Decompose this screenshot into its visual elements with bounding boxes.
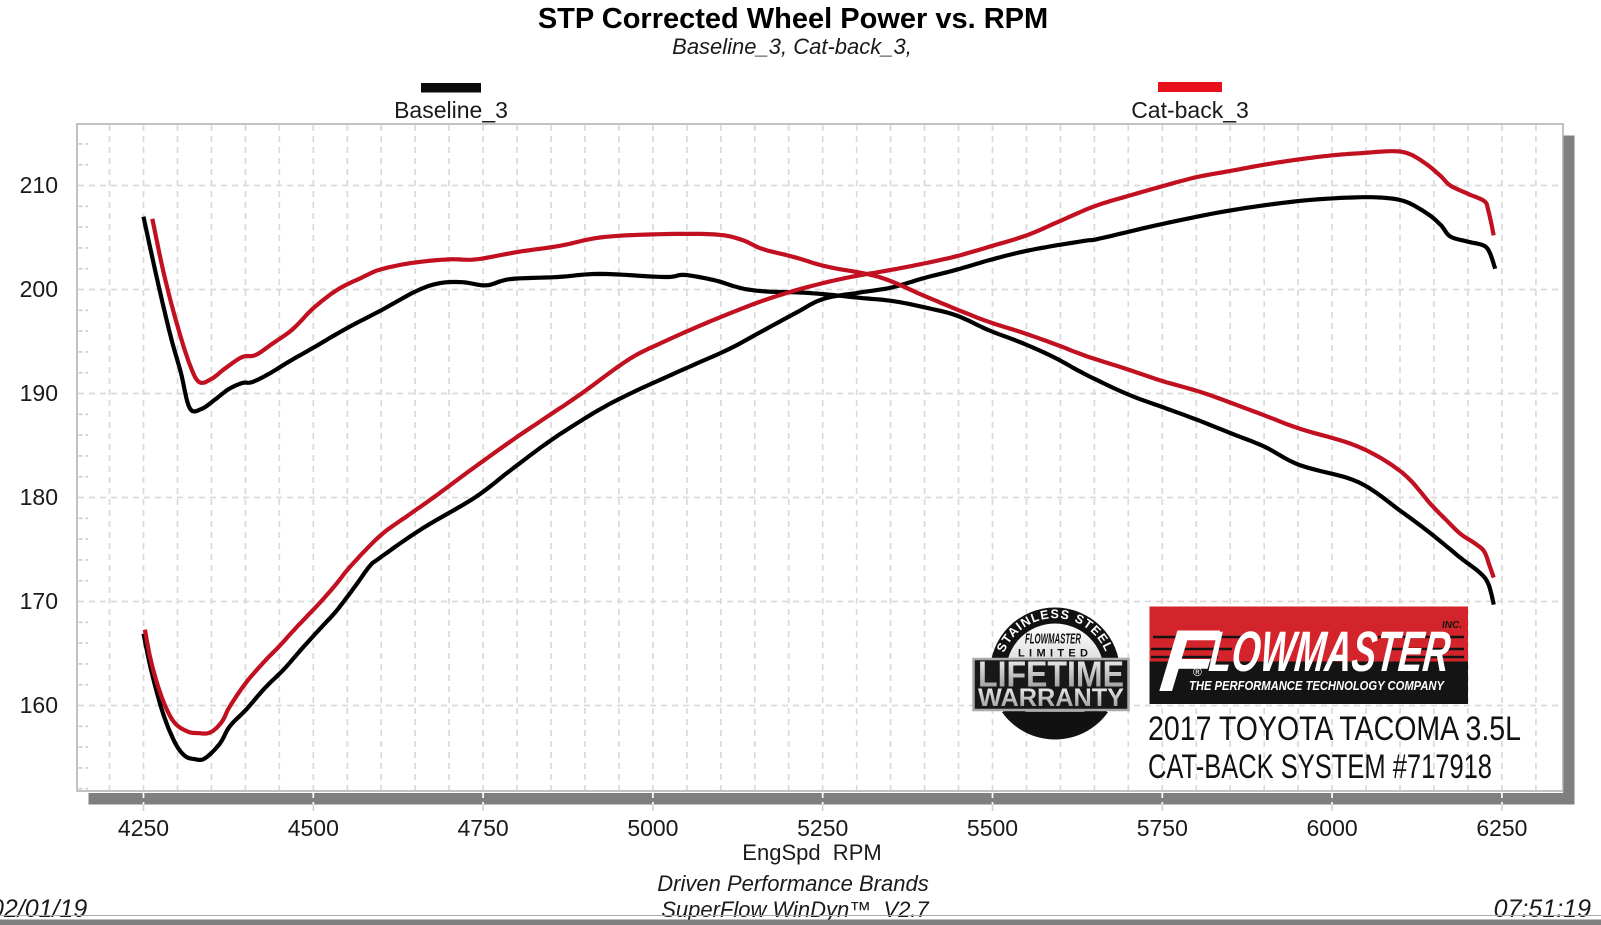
svg-text:200: 200 [20,276,58,302]
svg-text:5500: 5500 [967,815,1018,841]
svg-text:F: F [1156,611,1222,710]
svg-text:EngSpd RPM: EngSpd RPM [742,840,881,865]
svg-text:5750: 5750 [1137,815,1188,841]
svg-text:180: 180 [20,484,58,510]
svg-text:WARRANTY: WARRANTY [978,684,1124,712]
svg-text:Cat-back_3: Cat-back_3 [1131,97,1249,123]
svg-text:FLOWMASTER: FLOWMASTER [1025,631,1081,648]
svg-text:LOWMASTER: LOWMASTER [1207,620,1454,684]
svg-text:INC.: INC. [1442,620,1462,631]
svg-text:190: 190 [20,380,58,406]
svg-text:Baseline_3, Cat-back_3,: Baseline_3, Cat-back_3, [672,34,912,59]
svg-text:5000: 5000 [627,815,678,841]
svg-text:STP Corrected Wheel Power vs.: STP Corrected Wheel Power vs. RPM [538,3,1048,35]
svg-text:4750: 4750 [458,815,509,841]
svg-text:4500: 4500 [288,815,339,841]
svg-text:6250: 6250 [1476,815,1527,841]
svg-text:4250: 4250 [118,815,169,841]
svg-text:LIFETIME: LIFETIME [978,654,1124,695]
svg-text:07:51:19: 07:51:19 [1494,895,1591,923]
svg-text:170: 170 [20,588,58,614]
svg-text:SuperFlow WinDyn™ V2.7: SuperFlow WinDyn™ V2.7 [661,897,929,922]
svg-text:02/01/19: 02/01/19 [0,895,87,923]
svg-text:5250: 5250 [797,815,848,841]
svg-text:160: 160 [20,692,58,718]
svg-text:Driven Performance Brands: Driven Performance Brands [657,871,928,896]
svg-text:210: 210 [20,172,58,198]
svg-text:®: ® [1193,665,1202,679]
svg-text:Baseline_3: Baseline_3 [394,97,508,123]
svg-text:CAT-BACK SYSTEM #717918: CAT-BACK SYSTEM #717918 [1148,748,1492,786]
svg-text:THE PERFORMANCE TECHNOLOGY COM: THE PERFORMANCE TECHNOLOGY COMPANY [1189,679,1445,693]
svg-text:2017 TOYOTA TACOMA 3.5L: 2017 TOYOTA TACOMA 3.5L [1148,710,1521,748]
svg-text:6000: 6000 [1307,815,1358,841]
